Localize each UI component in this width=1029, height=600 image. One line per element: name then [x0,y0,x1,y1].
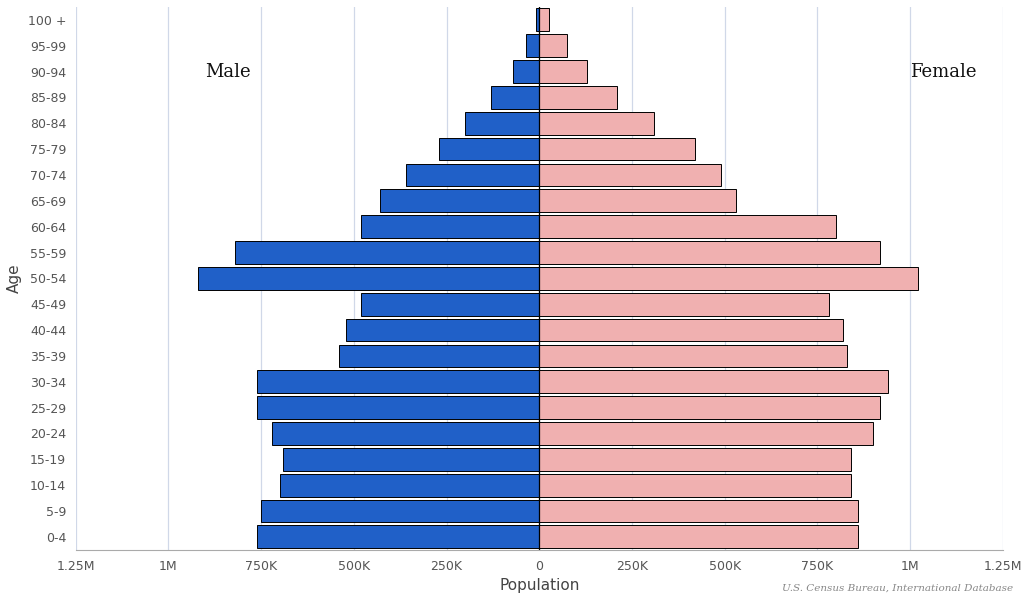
Bar [347,319,539,341]
Bar [539,422,873,445]
Bar [539,241,881,264]
Bar [283,448,539,470]
Bar [539,267,918,290]
Bar [539,112,654,134]
Bar [539,86,617,109]
X-axis label: Population: Population [499,578,579,593]
Bar [465,112,539,134]
Bar [361,215,539,238]
Bar [439,138,539,160]
Bar [339,344,539,367]
Text: Male: Male [206,62,251,80]
Bar [539,319,844,341]
Bar [539,190,736,212]
Text: U.S. Census Bureau, International Database: U.S. Census Bureau, International Databa… [782,584,1014,593]
Bar [199,267,539,290]
Bar [513,60,539,83]
Bar [539,396,881,419]
Bar [535,8,539,31]
Bar [257,526,539,548]
Bar [539,293,828,316]
Bar [361,293,539,316]
Bar [257,370,539,393]
Bar [380,190,539,212]
Bar [273,422,539,445]
Bar [539,474,851,497]
Bar [539,8,548,31]
Bar [405,164,539,187]
Bar [539,344,847,367]
Bar [526,34,539,57]
Bar [539,138,695,160]
Bar [539,500,858,523]
Bar [539,370,888,393]
Bar [539,526,858,548]
Bar [539,60,588,83]
Text: Female: Female [910,62,977,80]
Bar [491,86,539,109]
Bar [236,241,539,264]
Bar [539,448,851,470]
Bar [539,34,567,57]
Bar [539,215,836,238]
Y-axis label: Age: Age [7,263,22,293]
Bar [261,500,539,523]
Bar [280,474,539,497]
Bar [257,396,539,419]
Bar [539,164,721,187]
